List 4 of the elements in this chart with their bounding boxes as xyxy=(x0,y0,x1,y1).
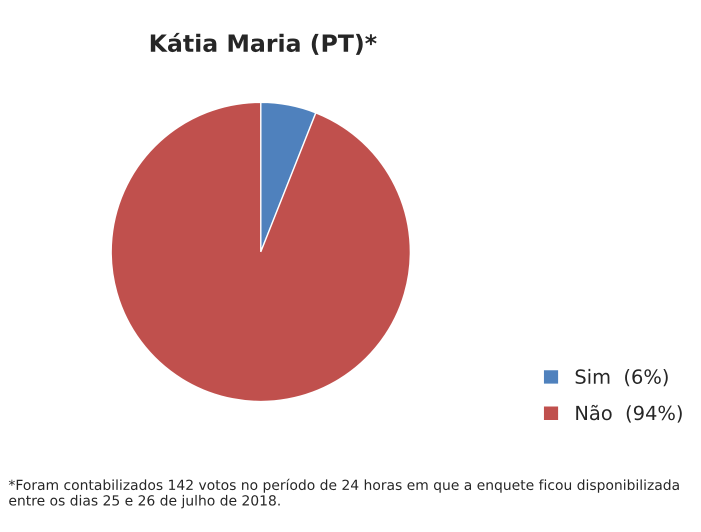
chart-title: Kátia Maria (PT)* xyxy=(150,32,377,55)
legend-label: Sim (6%) xyxy=(576,368,668,386)
text: *Foram contabilizados 142 votos no período de 24 horas em que a enquete ficou disponibilizada entre os dias 25 e 26 de julho de 2018. xyxy=(8,478,679,508)
legend-label: Não (94%) xyxy=(576,404,682,423)
